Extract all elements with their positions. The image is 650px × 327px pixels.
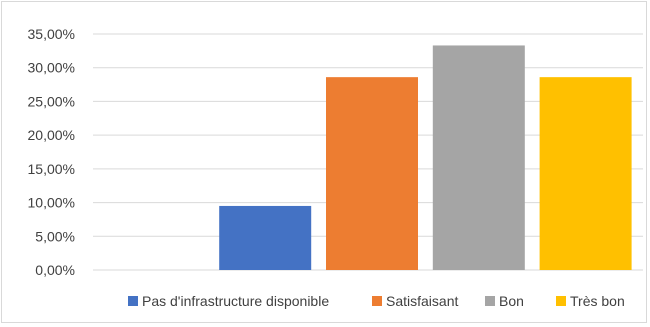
y-tick-label: 20,00% [28, 127, 75, 143]
chart-area: 0,00% 5,00% 10,00% 15,00% 20,00% 25,00% 30,00%… [1, 1, 647, 323]
legend-label: Très bon [570, 293, 625, 309]
legend-swatch [128, 296, 138, 306]
bar-chart: 0,00% 5,00% 10,00% 15,00% 20,00% 25,00% 30,00%… [28, 26, 643, 309]
y-axis-tick-labels: 0,00% 5,00% 10,00% 15,00% 20,00% 25,00% 30,00%… [28, 26, 75, 278]
y-tick-label: 35,00% [28, 26, 75, 42]
legend-label: Satisfaisant [386, 293, 458, 309]
bar-pas-d-infrastructure-disponible [219, 205, 312, 270]
legend-swatch [485, 296, 495, 306]
y-tick-label: 25,00% [28, 93, 75, 109]
y-tick-label: 0,00% [35, 262, 75, 278]
bar-bon [432, 45, 525, 270]
legend: Pas d'infrastructure disponible Satisfais… [128, 293, 625, 309]
bar-satisfaisant [326, 77, 418, 270]
y-tick-label: 30,00% [28, 60, 75, 76]
bar-tr-s-bon [539, 77, 632, 270]
legend-swatch [556, 296, 566, 306]
legend-swatch [372, 296, 382, 306]
y-tick-label: 5,00% [35, 228, 75, 244]
bars [219, 45, 632, 270]
legend-label: Bon [499, 293, 524, 309]
legend-label: Pas d'infrastructure disponible [142, 293, 329, 309]
y-tick-label: 15,00% [28, 161, 75, 177]
y-tick-label: 10,00% [28, 195, 75, 211]
